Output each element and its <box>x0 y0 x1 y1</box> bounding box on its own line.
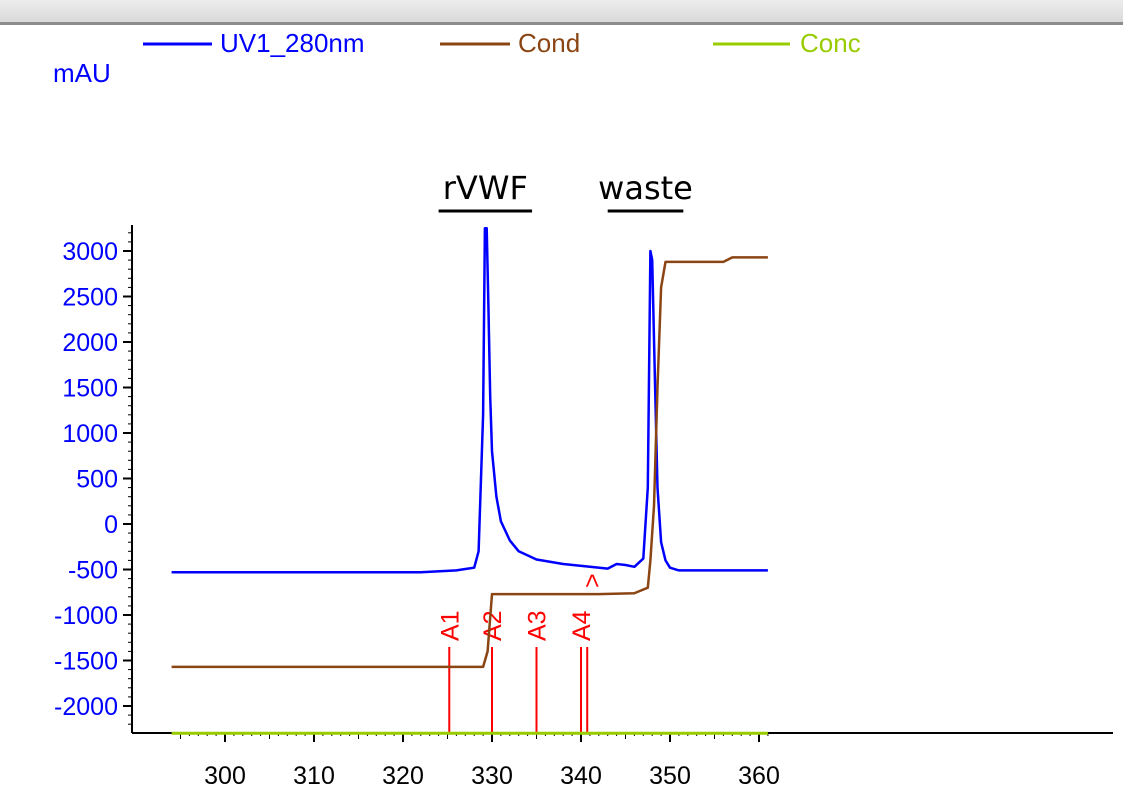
x-tick-label: 300 <box>204 762 246 790</box>
legend-label-conc: Conc <box>800 28 861 58</box>
y-tick-label: 3000 <box>62 238 118 266</box>
fraction-label-a2: A2 <box>479 610 507 641</box>
series-lines <box>171 227 768 735</box>
annotation-label-rvwf: rVWF <box>443 169 528 207</box>
x-tick-label: 360 <box>738 762 780 790</box>
fraction-label-a1: A1 <box>436 610 464 641</box>
window-title-bar <box>0 0 1123 25</box>
y-tick-label: 500 <box>76 466 118 494</box>
y-tick-label: -1000 <box>54 602 118 630</box>
x-tick-label: 340 <box>560 762 602 790</box>
legend: mAU UV1_280nm Cond Conc <box>53 28 861 88</box>
axes: 3000 2500 2000 1500 1000 500 0 -500 -1000 -1500 -2… <box>54 225 1113 790</box>
annotation-label-waste: waste <box>598 169 693 207</box>
y-tick-label: 2500 <box>62 284 118 312</box>
series-line-cond <box>171 256 768 669</box>
legend-label-cond: Cond <box>518 28 580 58</box>
legend-label-uv: UV1_280nm <box>220 28 365 58</box>
y-tick-label: 1500 <box>62 375 118 403</box>
y-tick-label: 1000 <box>62 420 118 448</box>
x-tick-label: 310 <box>293 762 335 790</box>
y-tick-label: -2000 <box>54 693 118 721</box>
x-tick-label: 320 <box>382 762 424 790</box>
fraction-marks: A1 A2 A3 A4 > <box>436 573 607 733</box>
y-tick-label: -1500 <box>54 648 118 676</box>
fraction-label-a4: A4 <box>568 610 596 641</box>
y-tick-label: 0 <box>104 511 118 539</box>
fraction-end-marker: > <box>579 573 607 588</box>
fraction-label-a3: A3 <box>524 610 552 641</box>
x-tick-label: 350 <box>649 762 691 790</box>
series-line-uv1-280nm <box>171 227 768 574</box>
peak-annotations: rVWF waste <box>438 169 693 213</box>
y-tick-label: -500 <box>68 557 118 585</box>
y-tick-label: 2000 <box>62 329 118 357</box>
y-axis-unit-label: mAU <box>53 58 111 88</box>
x-tick-label: 330 <box>471 762 513 790</box>
